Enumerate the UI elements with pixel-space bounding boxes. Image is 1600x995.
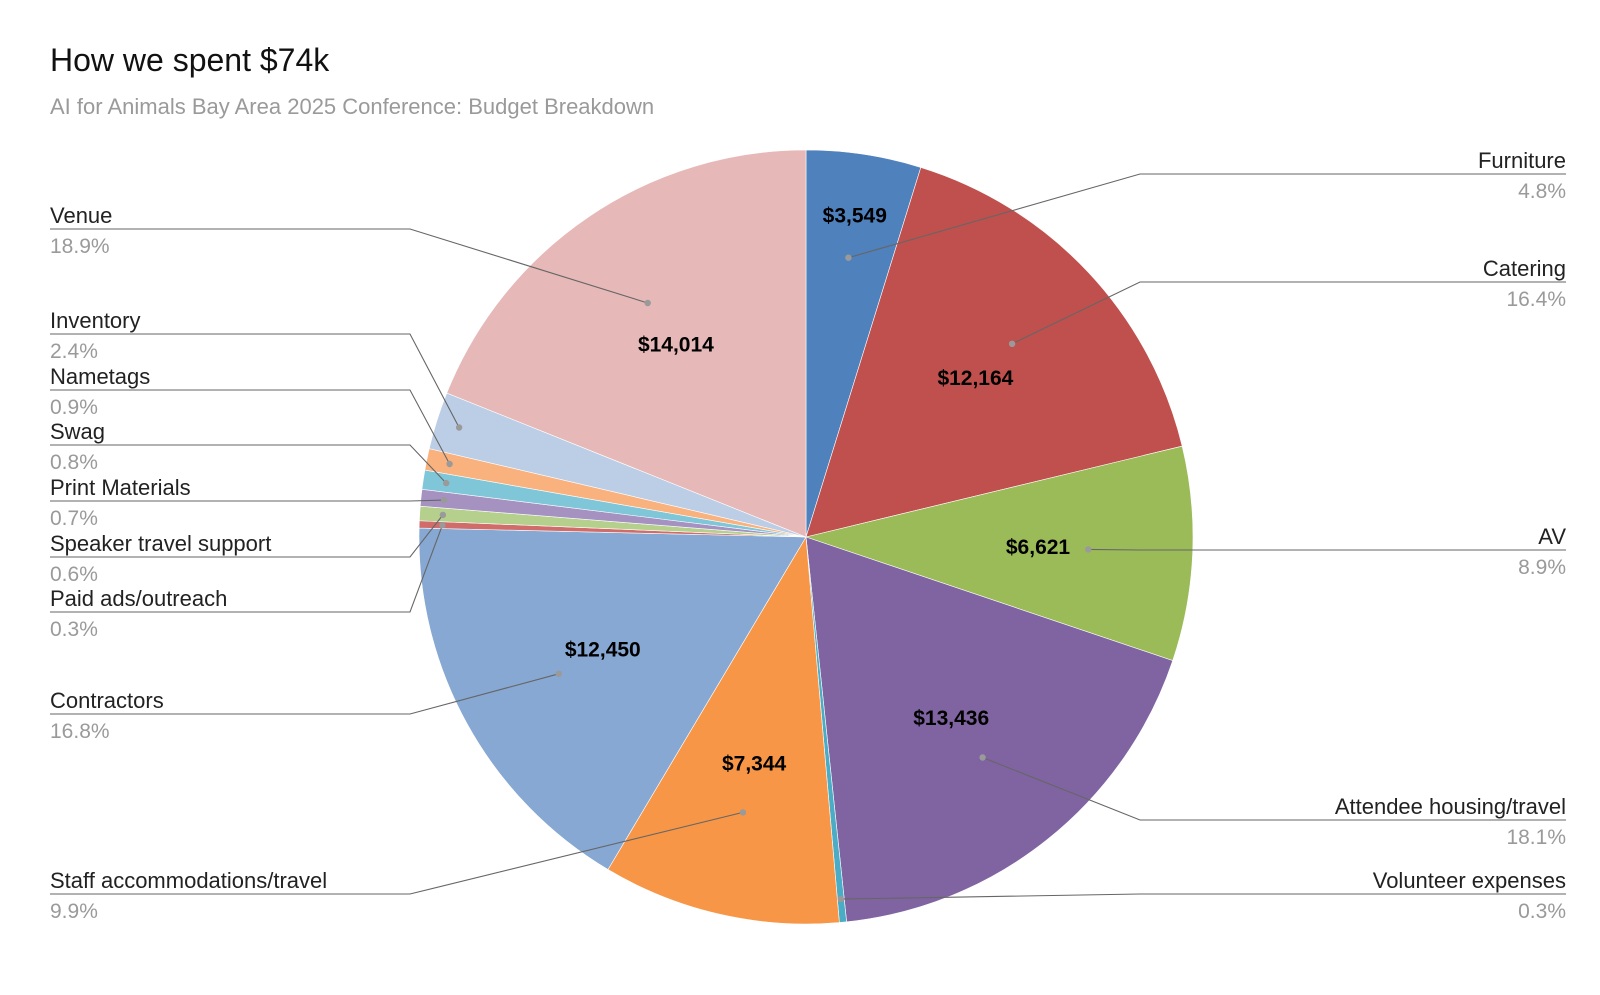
leader-line-nametags	[50, 389, 451, 465]
leader-dot-volunteer-expenses	[837, 895, 844, 903]
leader-line-inventory	[50, 333, 460, 428]
leader-dot-nametags	[446, 460, 453, 468]
leader-line-speaker-travel-support	[50, 514, 444, 558]
percent-label-inventory: 2.4%	[50, 340, 98, 363]
pie-slice-venue	[446, 149, 807, 538]
leader-dot-catering	[1008, 340, 1016, 347]
leader-line-swag	[50, 444, 447, 484]
leader-dot-av	[1085, 546, 1092, 553]
percent-label-nametags: 0.9%	[50, 396, 98, 419]
chart-title: How we spent $74k	[50, 42, 330, 78]
leader-line-av	[1088, 548, 1566, 551]
pie-slice-contractors	[418, 527, 807, 870]
percent-label-contractors: 16.8%	[50, 720, 110, 743]
category-label-speaker-travel-support: Speaker travel support	[50, 531, 271, 556]
leader-line-print-materials	[50, 499, 445, 502]
category-label-catering: Catering	[1483, 256, 1566, 281]
percent-label-speaker-travel-support: 0.6%	[50, 563, 98, 586]
category-label-nametags: Nametags	[50, 364, 150, 389]
category-label-av: AV	[1538, 524, 1566, 549]
category-label-paid-ads-outreach: Paid ads/outreach	[50, 586, 227, 611]
chart-subtitle: AI for Animals Bay Area 2025 Conference:…	[50, 94, 655, 119]
leader-line-volunteer-expenses	[840, 893, 1566, 900]
leader-dot-contractors	[555, 670, 562, 677]
leader-dot-speaker-travel-support	[439, 511, 447, 519]
percent-label-catering: 16.4%	[1506, 288, 1566, 311]
percent-label-venue: 18.9%	[50, 235, 110, 258]
leader-dot-staff-accommodations-travel	[739, 809, 747, 816]
category-label-attendee-housing-travel: Attendee housing/travel	[1335, 794, 1566, 819]
pie-slice-attendee-housing-travel	[805, 536, 1174, 923]
category-label-inventory: Inventory	[50, 308, 141, 333]
category-label-swag: Swag	[50, 419, 105, 444]
category-label-furniture: Furniture	[1478, 148, 1566, 173]
percent-label-furniture: 4.8%	[1518, 180, 1566, 203]
value-label-av: $6,621	[1006, 536, 1071, 559]
leader-dot-swag	[443, 479, 450, 487]
percent-label-paid-ads-outreach: 0.3%	[50, 618, 98, 641]
leader-dot-inventory	[455, 424, 463, 431]
leader-dot-furniture	[845, 254, 852, 261]
percent-label-staff-accommodations-travel: 9.9%	[50, 900, 98, 923]
percent-label-av: 8.9%	[1518, 556, 1566, 579]
category-label-staff-accommodations-travel: Staff accommodations/travel	[50, 868, 327, 893]
leader-line-furniture	[848, 173, 1566, 259]
pie-slice-av	[804, 445, 1194, 661]
value-label-venue: $14,014	[638, 334, 714, 357]
leader-dot-paid-ads-outreach	[439, 522, 446, 529]
value-label-staff-accommodations-travel: $7,344	[722, 752, 787, 775]
leader-line-contractors	[50, 673, 559, 715]
percent-label-swag: 0.8%	[50, 451, 98, 474]
value-label-catering: $12,164	[937, 367, 1013, 390]
leader-dot-print-materials	[440, 496, 448, 504]
percent-label-volunteer-expenses: 0.3%	[1518, 900, 1566, 923]
leader-line-attendee-housing-travel	[982, 756, 1566, 821]
value-label-furniture: $3,549	[823, 205, 887, 228]
value-label-contractors: $12,450	[565, 638, 641, 661]
category-label-print-materials: Print Materials	[50, 475, 191, 500]
leader-line-staff-accommodations-travel	[50, 811, 744, 895]
percent-label-attendee-housing-travel: 18.1%	[1506, 826, 1566, 849]
percent-label-print-materials: 0.7%	[50, 507, 98, 530]
category-label-venue: Venue	[50, 203, 112, 228]
leader-line-paid-ads-outreach	[50, 525, 443, 613]
pie-slice-catering	[805, 167, 1183, 538]
category-label-contractors: Contractors	[50, 688, 164, 713]
value-label-attendee-housing-travel: $13,436	[913, 707, 989, 730]
leader-dot-venue	[644, 299, 651, 307]
pie-slice-staff-accommodations-travel	[607, 536, 840, 925]
leader-line-catering	[1011, 281, 1566, 345]
leader-dot-attendee-housing-travel	[979, 754, 986, 761]
leader-line-venue	[50, 228, 648, 304]
category-label-volunteer-expenses: Volunteer expenses	[1373, 868, 1566, 893]
